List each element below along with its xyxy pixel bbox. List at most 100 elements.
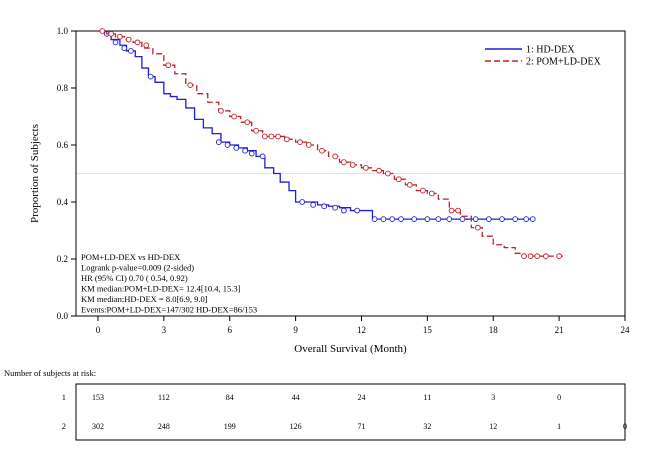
x-tick-label: 21 xyxy=(555,325,564,335)
risk-count: 112 xyxy=(158,393,170,402)
censor-mark-series-1 xyxy=(242,147,248,154)
censor-mark-series-2 xyxy=(268,133,275,140)
censor-mark-series-2 xyxy=(384,170,391,177)
censor-mark-series-1 xyxy=(446,216,453,222)
censor-mark-series-2 xyxy=(534,253,541,260)
censor-mark-series-1 xyxy=(472,216,479,222)
censor-mark-series-2 xyxy=(244,119,251,126)
censor-mark-series-2 xyxy=(448,207,455,214)
legend-label-series-1: 1: HD-DEX xyxy=(526,45,575,56)
censor-mark-series-1 xyxy=(424,216,431,222)
censor-mark-series-1 xyxy=(215,139,222,146)
censor-mark-series-1 xyxy=(147,73,154,80)
censor-mark-series-1 xyxy=(310,202,317,208)
censor-mark-series-2 xyxy=(262,133,268,140)
censor-mark-series-2 xyxy=(165,62,172,69)
y-tick-label: 0.6 xyxy=(57,140,69,150)
censor-mark-series-1 xyxy=(398,216,404,222)
risk-count: 12 xyxy=(489,422,497,431)
censor-mark-series-1 xyxy=(321,203,327,210)
censor-mark-series-1 xyxy=(459,216,466,222)
censor-mark-series-1 xyxy=(523,216,530,222)
annotation-line: KM median:HD-DEX = 8.0[6.9, 9.0] xyxy=(81,294,208,304)
censor-mark-series-1 xyxy=(299,199,306,205)
risk-count: 71 xyxy=(357,422,365,431)
censor-mark-series-1 xyxy=(341,207,347,214)
censor-mark-series-2 xyxy=(395,176,402,183)
censor-mark-series-1 xyxy=(332,204,338,211)
censor-mark-series-2 xyxy=(349,162,356,168)
x-tick-label: 3 xyxy=(162,325,167,335)
y-tick-label: 0.4 xyxy=(57,197,69,207)
censor-mark-series-1 xyxy=(112,39,119,46)
annotation-line: Logrank p-value=0.009 (2-sided) xyxy=(81,263,194,273)
risk-table: Number of subjects at risk:1 153 112 84 44 24… xyxy=(4,368,627,441)
risk-count: 32 xyxy=(423,422,431,431)
censor-mark-series-1 xyxy=(389,216,396,222)
censor-mark-series-2 xyxy=(543,253,549,260)
annotation-line: Events:POM+LD-DEX=147/302 HD-DEX=86/153 xyxy=(81,305,257,315)
plot-frame xyxy=(75,30,626,317)
legend-label-series-2: 2: POM+LD-DEX xyxy=(526,57,602,68)
censor-mark-series-2 xyxy=(134,39,141,46)
y-tick-label: 0.0 xyxy=(57,311,69,321)
risk-count: 126 xyxy=(290,422,302,431)
censor-mark-series-2 xyxy=(143,42,150,49)
annotation-line: POM+LD-DEX vs HD-DEX xyxy=(81,252,180,262)
censor-mark-series-2 xyxy=(305,142,312,148)
x-axis-title: Overall Survival (Month) xyxy=(294,343,407,355)
censor-mark-series-1 xyxy=(435,216,442,222)
censor-mark-series-2 xyxy=(475,224,481,231)
censor-mark-series-1 xyxy=(248,150,255,157)
risk-count: 1 xyxy=(557,422,561,431)
censor-mark-series-1 xyxy=(499,216,505,222)
risk-count: 0 xyxy=(557,393,561,402)
censor-mark-series-2 xyxy=(99,28,106,34)
censor-mark-series-2 xyxy=(275,133,281,140)
censor-mark-series-2 xyxy=(455,207,461,214)
risk-row-label: 2 xyxy=(62,421,66,431)
censor-mark-series-2 xyxy=(420,187,426,194)
censor-mark-series-1 xyxy=(411,216,418,222)
y-axis-title: Proportion of Subjects xyxy=(29,124,41,223)
censor-mark-series-2 xyxy=(187,82,194,89)
censor-mark-series-1 xyxy=(233,145,240,151)
risk-count: 248 xyxy=(158,422,170,431)
x-tick-label: 6 xyxy=(227,325,232,335)
series-layer xyxy=(97,28,564,260)
risk-row-label: 1 xyxy=(62,392,66,402)
risk-table-title: Number of subjects at risk: xyxy=(4,368,96,378)
censor-mark-series-2 xyxy=(332,153,338,160)
censor-mark-series-1 xyxy=(224,142,231,148)
risk-count: 84 xyxy=(226,393,234,402)
censor-mark-series-2 xyxy=(108,30,114,37)
censor-mark-series-1 xyxy=(121,45,128,51)
censor-mark-series-2 xyxy=(406,182,413,188)
censor-mark-series-1 xyxy=(354,207,360,214)
censor-mark-series-2 xyxy=(556,253,562,260)
y-tick-label: 0.8 xyxy=(57,83,69,93)
censor-mark-series-2 xyxy=(428,190,435,197)
censor-mark-series-1 xyxy=(259,153,266,160)
risk-count: 11 xyxy=(424,393,432,402)
censor-mark-series-2 xyxy=(527,253,534,260)
censor-mark-series-1 xyxy=(380,216,387,222)
censor-mark-series-1 xyxy=(529,216,536,222)
censor-mark-series-1 xyxy=(371,216,378,222)
y-tick-label: 1.0 xyxy=(57,26,69,36)
risk-count: 0 xyxy=(623,422,627,431)
censor-mark-series-2 xyxy=(376,167,382,174)
risk-table-frame xyxy=(75,383,626,441)
censor-mark-series-2 xyxy=(521,253,527,260)
risk-count: 153 xyxy=(92,393,104,402)
censor-mark-series-2 xyxy=(253,127,259,134)
x-tick-label: 15 xyxy=(423,325,433,335)
km-curve-series-2 xyxy=(97,30,564,257)
censor-mark-series-2 xyxy=(231,113,237,120)
censor-mark-series-2 xyxy=(283,136,290,143)
x-tick-label: 0 xyxy=(96,325,101,335)
censor-mark-series-1 xyxy=(485,216,492,222)
